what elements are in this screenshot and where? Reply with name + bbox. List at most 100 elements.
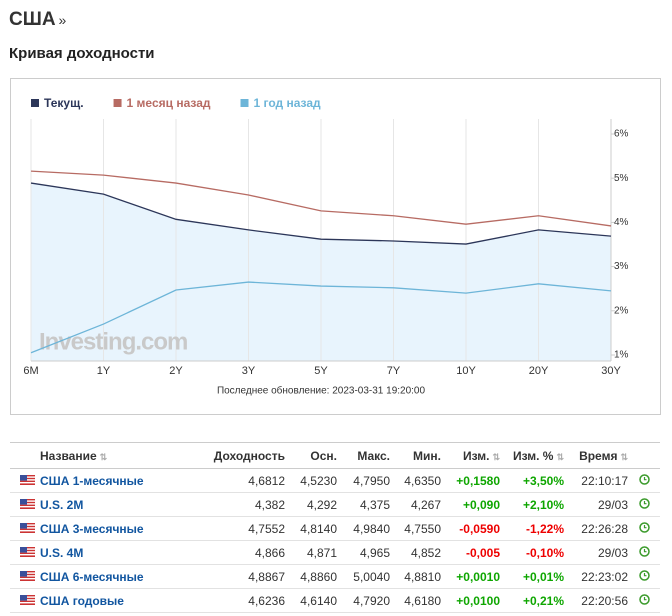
flag-icon — [20, 546, 35, 557]
header-cell[interactable]: Название ⇅ — [40, 442, 200, 469]
legend-label: 1 год назад — [254, 96, 322, 110]
subtitle: Кривая доходности — [9, 45, 155, 62]
flag-icon — [20, 570, 35, 581]
value-cell: +0,1580 — [446, 468, 505, 493]
clock-cell — [633, 564, 660, 589]
flag-cell — [10, 540, 40, 565]
series-line — [30, 281, 612, 354]
value-cell: 4,6140 — [290, 588, 342, 613]
legend-label: Текущ. — [44, 96, 84, 110]
value-cell: 4,6350 — [395, 468, 446, 493]
name-cell: США годовые — [40, 588, 200, 613]
header-cell[interactable]: Время ⇅ — [569, 442, 633, 469]
y-tick-label: 5% — [614, 173, 629, 184]
watermark: Investing.com — [39, 328, 187, 355]
clock-icon — [638, 473, 650, 485]
header-cell[interactable]: Осн. — [290, 442, 342, 469]
flag-icon — [20, 594, 35, 605]
value-cell: 4,5230 — [290, 468, 342, 493]
value-cell: 4,6236 — [200, 588, 290, 613]
value-cell: +0,01% — [505, 564, 569, 589]
value-cell: 4,382 — [200, 492, 290, 517]
table-row: США 1-месячные 4,6812 4,5230 4,7950 4,6350 +0… — [10, 468, 660, 493]
name-cell: U.S. 4M — [40, 540, 200, 565]
instrument-link[interactable]: U.S. 2M — [40, 497, 84, 512]
value-cell: 4,8810 — [395, 564, 446, 589]
header-cell[interactable]: Макс. — [342, 442, 395, 469]
sort-icon: ⇅ — [556, 451, 564, 462]
name-cell: США 1-месячные — [40, 468, 200, 493]
value-cell: +0,21% — [505, 588, 569, 613]
value-cell: +2,10% — [505, 492, 569, 517]
y-tick-label: 6% — [614, 129, 629, 140]
value-cell: 4,9840 — [342, 516, 395, 541]
header-cell — [10, 442, 40, 469]
page-title: США — [9, 9, 56, 30]
header-label: Доходность — [213, 448, 285, 463]
y-tick-label: 3% — [614, 261, 629, 272]
sort-icon: ⇅ — [492, 451, 500, 462]
value-cell: 4,7920 — [342, 588, 395, 613]
sort-icon: ⇅ — [620, 451, 628, 462]
instrument-link[interactable]: США 1-месячные — [40, 473, 144, 488]
chart-box: Текущ. 1 месяц назад 1 год назад 6M 1Y 2Y 3Y 5Y… — [10, 78, 661, 415]
title-arrow[interactable]: » — [58, 12, 67, 28]
value-cell: 4,375 — [342, 492, 395, 517]
value-cell: 22:26:28 — [569, 516, 633, 541]
clock-icon — [638, 569, 650, 581]
clock-icon — [638, 593, 650, 605]
value-cell: 4,292 — [290, 492, 342, 517]
name-cell: U.S. 2M — [40, 492, 200, 517]
header-label: Название — [40, 448, 97, 463]
value-cell: 4,6812 — [200, 468, 290, 493]
flag-cell — [10, 588, 40, 613]
value-cell: 4,8867 — [200, 564, 290, 589]
instrument-link[interactable]: U.S. 4M — [40, 545, 84, 560]
header-label: Изм. % — [512, 448, 554, 463]
instrument-link[interactable]: США 3-месячные — [40, 521, 144, 536]
value-cell: +0,0010 — [446, 564, 505, 589]
value-cell: 4,7950 — [342, 468, 395, 493]
value-cell: 4,866 — [200, 540, 290, 565]
x-tick-label: 2Y — [169, 365, 183, 377]
y-tick-label: 1% — [614, 350, 629, 361]
clock-cell — [633, 588, 660, 613]
x-tick-label: 20Y — [529, 365, 549, 377]
header-cell[interactable]: Изм. ⇅ — [446, 442, 505, 469]
header-cell[interactable]: Изм. % ⇅ — [505, 442, 569, 469]
value-cell: -1,22% — [505, 516, 569, 541]
header-label: Макс. — [357, 448, 390, 463]
header-cell — [633, 442, 660, 469]
clock-icon — [638, 497, 650, 509]
instrument-link[interactable]: США 6-месячные — [40, 569, 144, 584]
table-row: U.S. 4M 4,866 4,871 4,965 4,852 -0,005 -0,10% 2… — [10, 540, 660, 565]
value-cell: 4,267 — [395, 492, 446, 517]
flag-cell — [10, 468, 40, 493]
series-line — [30, 170, 612, 227]
clock-icon — [638, 521, 650, 533]
flag-icon — [20, 522, 35, 533]
clock-cell — [633, 540, 660, 565]
x-tick-label: 5Y — [314, 365, 328, 377]
value-cell: -0,10% — [505, 540, 569, 565]
value-cell: 22:23:02 — [569, 564, 633, 589]
x-tick-label: 30Y — [601, 365, 621, 377]
header-label: Мин. — [413, 448, 441, 463]
yield-table: Название ⇅ Доходность Осн. Макс. Мин. Изм. ⇅ Изм… — [10, 442, 660, 613]
x-tick-label: 10Y — [456, 365, 476, 377]
footnote: Последнее обновление: 2023-03-31 19:20:0… — [217, 385, 426, 397]
y-tick-label: 4% — [614, 217, 629, 228]
header-label: Изм. — [462, 448, 490, 463]
header: США» — [9, 9, 66, 31]
value-cell: 4,7552 — [200, 516, 290, 541]
header-cell[interactable]: Мин. — [395, 442, 446, 469]
value-cell: +0,090 — [446, 492, 505, 517]
name-cell: США 6-месячные — [40, 564, 200, 589]
value-cell: 4,8860 — [290, 564, 342, 589]
legend-label: 1 месяц назад — [127, 96, 211, 110]
header-cell[interactable]: Доходность — [200, 442, 290, 469]
y-tick-label: 2% — [614, 305, 629, 316]
value-cell: -0,0590 — [446, 516, 505, 541]
instrument-link[interactable]: США годовые — [40, 593, 124, 608]
sort-icon: ⇅ — [99, 451, 108, 462]
